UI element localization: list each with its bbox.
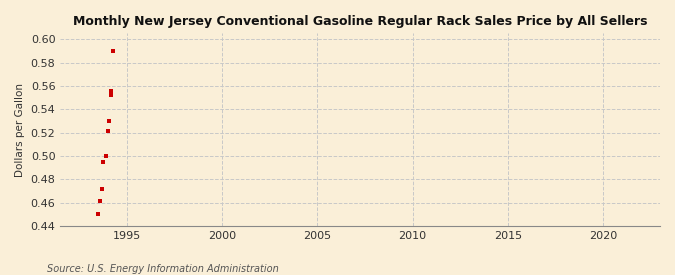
Point — [93, 212, 104, 216]
Point — [107, 49, 118, 53]
Y-axis label: Dollars per Gallon: Dollars per Gallon — [15, 82, 25, 177]
Point — [98, 160, 109, 164]
Point — [103, 129, 113, 134]
Point — [97, 186, 107, 191]
Point — [104, 119, 115, 123]
Title: Monthly New Jersey Conventional Gasoline Regular Rack Sales Price by All Sellers: Monthly New Jersey Conventional Gasoline… — [73, 15, 647, 28]
Point — [95, 199, 105, 204]
Point — [106, 93, 117, 97]
Point — [106, 88, 117, 93]
Text: Source: U.S. Energy Information Administration: Source: U.S. Energy Information Administ… — [47, 264, 279, 274]
Point — [101, 154, 112, 158]
